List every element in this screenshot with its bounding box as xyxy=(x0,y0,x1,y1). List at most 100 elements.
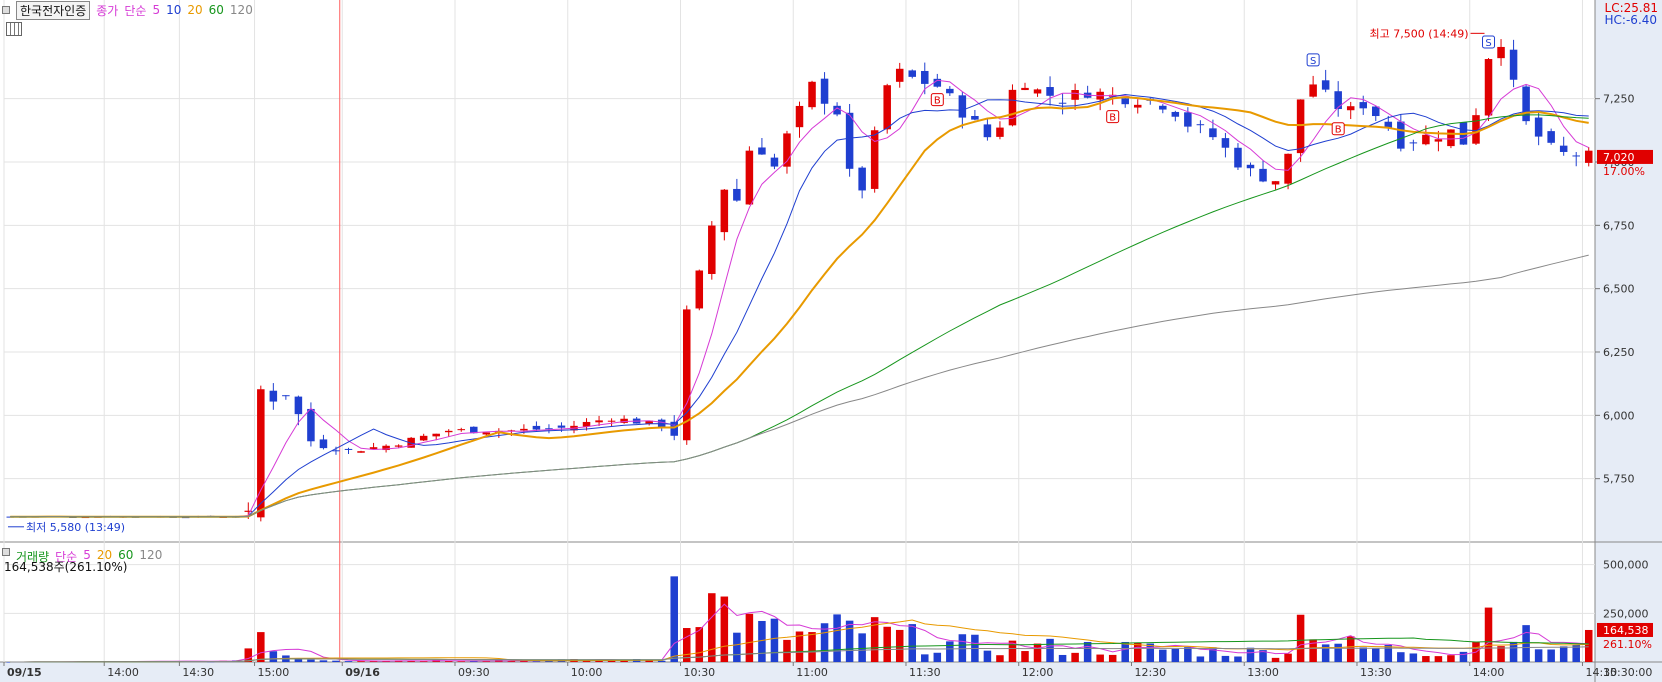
candle-body xyxy=(319,439,328,449)
vol-ma-period-5[interactable]: 5 xyxy=(83,548,91,562)
time-tick-label: 15:00 xyxy=(258,666,290,679)
candle-body xyxy=(1559,145,1568,152)
volume-bar xyxy=(482,661,491,662)
ma-period-120[interactable]: 120 xyxy=(229,3,253,17)
volume-bar xyxy=(1221,655,1230,662)
candle-body xyxy=(1434,139,1443,142)
volume-ma-type[interactable]: 단순 xyxy=(55,550,78,564)
volume-bar xyxy=(1547,649,1555,662)
volume-ma-120-line xyxy=(10,646,1589,663)
candle-body xyxy=(1033,89,1042,94)
sell-marker xyxy=(1482,35,1496,49)
candle-body xyxy=(1547,131,1555,143)
ma-period-10[interactable]: 10 xyxy=(166,3,182,17)
candle-body xyxy=(1346,106,1355,111)
trade-marker-label: B xyxy=(1335,125,1342,136)
pane-collapse-icon[interactable] xyxy=(2,6,10,14)
candle-body xyxy=(695,270,704,309)
candle-body xyxy=(532,425,541,430)
candle-body xyxy=(1447,129,1455,147)
candle-body xyxy=(720,189,729,233)
volume-tick-label: 500,000 xyxy=(1603,559,1649,572)
time-tick-label: 14:00 xyxy=(107,666,139,679)
time-tick-label: 11:30 xyxy=(909,666,941,679)
current-price-label: 7,020 xyxy=(1603,151,1635,164)
vol-ma-period-20[interactable]: 20 xyxy=(96,548,113,562)
time-tick-label: 12:30 xyxy=(1134,666,1166,679)
candle-body xyxy=(1221,138,1230,148)
volume-bar xyxy=(695,627,704,662)
volume-tick-label: 250,000 xyxy=(1603,607,1649,620)
candle-body xyxy=(645,420,653,424)
price-ma-120-line xyxy=(10,254,1589,518)
candle-body xyxy=(820,78,829,104)
price-ma-type[interactable]: 단순 xyxy=(124,3,147,18)
candle-body xyxy=(958,95,967,118)
time-tick-label: 14:30 xyxy=(182,666,214,679)
volume-bar xyxy=(1422,656,1430,662)
candle-body xyxy=(1472,115,1480,144)
vol-ma-period-60[interactable]: 60 xyxy=(118,548,134,562)
candle-body xyxy=(1121,98,1129,105)
candle-body xyxy=(1309,84,1317,97)
chart-menu-icon[interactable] xyxy=(6,22,22,36)
volume-bar xyxy=(582,660,591,662)
candle-body xyxy=(294,396,303,415)
ma-period-20[interactable]: 20 xyxy=(187,3,203,17)
volume-bar xyxy=(996,655,1004,662)
volume-bar xyxy=(257,632,265,662)
current-volume-box xyxy=(1597,622,1653,637)
candle-body xyxy=(1484,59,1493,116)
volume-bar xyxy=(1121,641,1129,662)
time-tick-label: 11:00 xyxy=(796,666,828,679)
volume-bar xyxy=(1296,614,1305,662)
volume-bar xyxy=(1184,647,1192,662)
volume-bar xyxy=(1572,644,1580,662)
buy-marker xyxy=(930,93,944,107)
volume-bar xyxy=(808,632,816,662)
candle-body xyxy=(244,510,253,512)
candle-body xyxy=(996,127,1004,137)
price-indicator-title[interactable]: 종가 xyxy=(96,3,119,18)
volume-bar xyxy=(1033,643,1042,662)
ma-period-60[interactable]: 60 xyxy=(208,3,224,17)
current-volume-pct-label: 261.10% xyxy=(1603,638,1652,651)
stock-name[interactable]: 한국전자인증 xyxy=(16,0,91,20)
candle-body xyxy=(457,429,466,431)
volume-bar xyxy=(1447,655,1455,662)
time-tick-label: 09/16 xyxy=(345,666,380,679)
price-tick-label: 6,500 xyxy=(1603,283,1635,296)
volume-bar xyxy=(670,576,678,662)
candle-body xyxy=(1522,86,1530,122)
buy-marker xyxy=(1106,110,1120,124)
vol-ma-period-120[interactable]: 120 xyxy=(139,548,163,562)
candle-body xyxy=(257,389,265,518)
volume-bar xyxy=(344,661,353,662)
time-tick-label: 12:00 xyxy=(1022,666,1054,679)
candle-body xyxy=(971,115,979,120)
candle-body xyxy=(595,420,603,423)
candle-body xyxy=(1296,99,1305,154)
buy-marker xyxy=(1331,122,1345,136)
volume-bar xyxy=(319,660,328,662)
volume-indicator-title[interactable]: 거래량 xyxy=(16,550,50,564)
candle-body xyxy=(307,408,315,442)
candle-body xyxy=(282,395,290,397)
candle-body xyxy=(1159,105,1167,110)
volume-pane-collapse-icon[interactable] xyxy=(2,548,10,556)
ma-period-5[interactable]: 5 xyxy=(152,3,161,17)
volume-bar xyxy=(1046,638,1054,662)
volume-bar xyxy=(983,650,992,662)
volume-bar xyxy=(1409,653,1418,662)
time-tick-label: 13:30 xyxy=(1360,666,1392,679)
candle-body xyxy=(419,435,428,441)
candle-body xyxy=(620,418,628,423)
candle-body xyxy=(1046,87,1054,96)
volume-bar xyxy=(733,632,741,662)
price-tick-label: 7,250 xyxy=(1603,93,1635,106)
x-axis-panel xyxy=(0,662,1662,682)
volume-bar xyxy=(783,639,791,662)
candle-body xyxy=(1372,106,1380,117)
volume-bar xyxy=(1196,656,1205,662)
